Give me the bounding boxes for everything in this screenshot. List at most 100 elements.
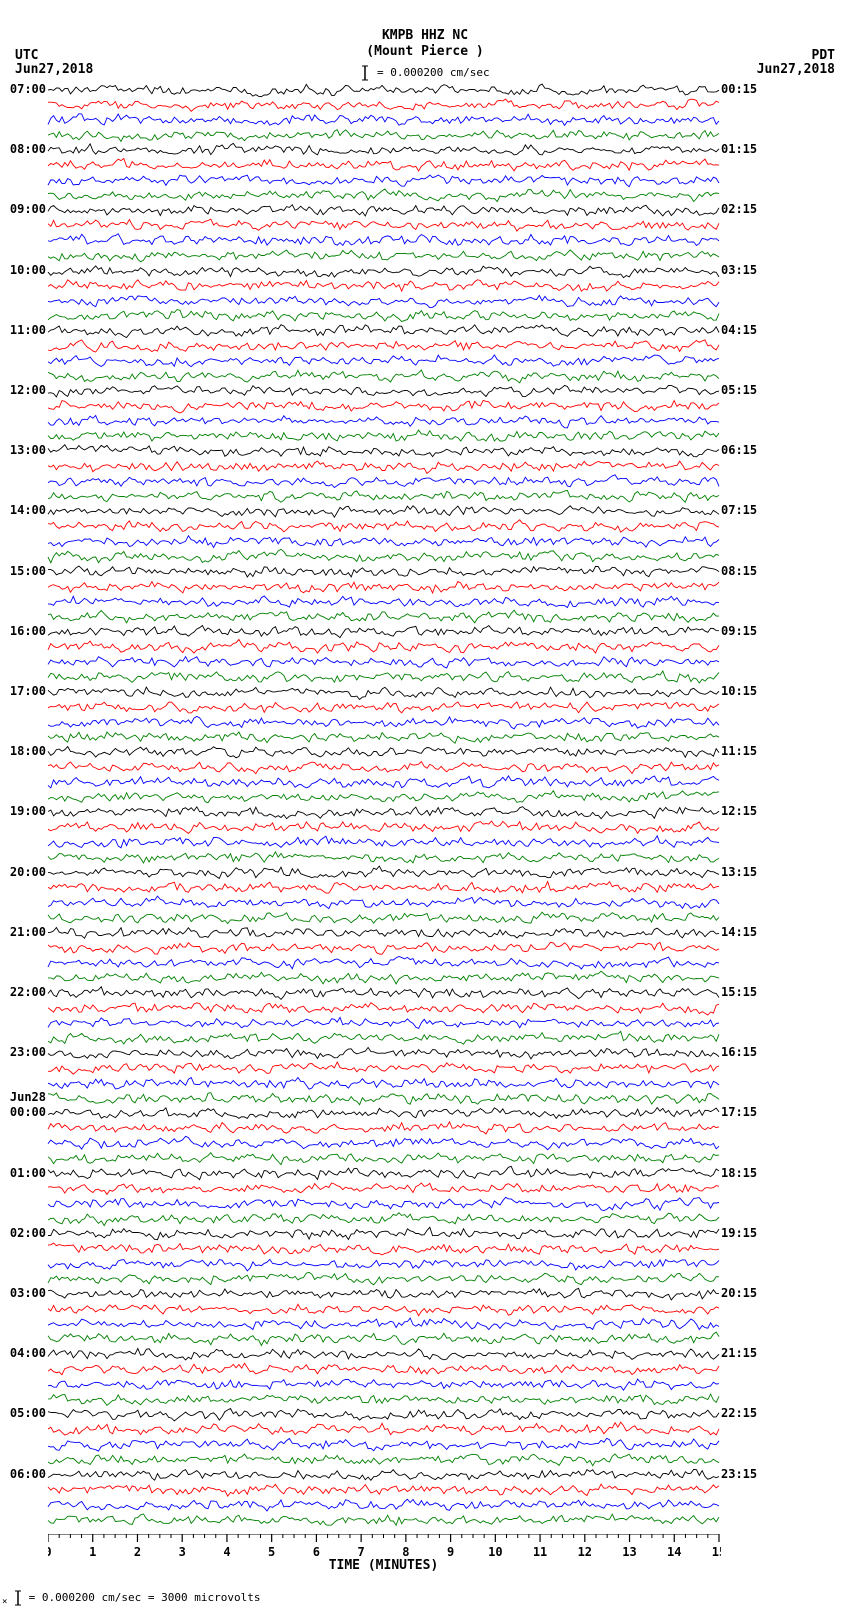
seismic-trace [48,836,719,848]
seismic-trace [48,219,719,231]
seismic-trace [48,928,719,939]
seismic-trace [48,1017,719,1028]
seismic-trace [48,821,719,833]
scale-text: = 0.000200 cm/sec [377,66,490,79]
seismic-trace [48,310,719,322]
seismic-trace [48,520,719,532]
pdt-time-label: 13:15 [721,865,757,879]
seismic-trace [48,1272,719,1284]
seismic-trace [48,957,719,970]
pdt-time-label: 18:15 [721,1166,757,1180]
seismic-trace [48,1288,719,1300]
svg-text:2: 2 [134,1545,141,1559]
pdt-time-label: 06:15 [721,443,757,457]
pdt-time-label: 15:15 [721,985,757,999]
svg-text:15: 15 [712,1545,721,1559]
seismic-trace [48,702,719,713]
pdt-time-label: 10:15 [721,684,757,698]
seismic-trace [48,250,719,262]
utc-time-label: 12:00 [2,383,46,397]
seismic-trace [48,912,719,923]
utc-time-label: 11:00 [2,323,46,337]
svg-text:10: 10 [488,1545,502,1559]
station-code: KMPB HHZ NC [0,28,850,43]
seismic-trace [48,1166,719,1179]
seismic-trace [48,1062,719,1074]
seismic-trace [48,189,719,202]
seismic-trace [48,1243,719,1255]
seismic-trace [48,114,719,126]
scale-indicator: = 0.000200 cm/sec [0,64,850,82]
svg-text:4: 4 [223,1545,230,1559]
utc-time-label: 09:00 [2,202,46,216]
utc-date-marker: Jun28 [2,1090,46,1104]
footer-scale: × = 0.000200 cm/sec = 3000 microvolts [2,1590,260,1607]
pdt-time-label: 05:15 [721,383,757,397]
pdt-time-label: 09:15 [721,624,757,638]
seismic-trace [48,400,719,413]
seismic-trace [48,280,719,292]
seismic-trace [48,942,719,954]
seismic-trace [48,1003,719,1015]
svg-text:11: 11 [533,1545,547,1559]
utc-time-label: 14:00 [2,503,46,517]
pdt-time-label: 03:15 [721,263,757,277]
seismic-trace [48,732,719,743]
seismic-trace [48,791,719,803]
seismic-trace [48,1349,719,1361]
timezone-left: UTC [15,48,38,63]
seismic-trace [48,325,719,338]
seismic-trace [48,1379,719,1390]
seismic-trace [48,1409,719,1421]
seismic-trace [48,776,719,788]
seismic-trace [48,205,719,216]
seismic-trace [48,536,719,548]
pdt-time-label: 07:15 [721,503,757,517]
svg-text:7: 7 [358,1545,365,1559]
seismic-trace [48,143,719,155]
utc-time-label: 06:00 [2,1467,46,1481]
x-axis-label: TIME (MINUTES) [48,1558,719,1573]
seismic-trace [48,747,719,758]
utc-time-label: 04:00 [2,1346,46,1360]
seismic-trace [48,416,719,428]
seismic-trace [48,1031,719,1044]
seismic-trace [48,549,719,562]
pdt-time-label: 23:15 [721,1467,757,1481]
utc-time-label: 19:00 [2,804,46,818]
pdt-time-label: 19:15 [721,1226,757,1240]
pdt-time-label: 20:15 [721,1286,757,1300]
seismic-trace [48,1469,719,1480]
pdt-time-label: 16:15 [721,1045,757,1059]
svg-text:3: 3 [179,1545,186,1559]
seismic-trace [48,971,719,984]
utc-time-label: 21:00 [2,925,46,939]
seismic-trace [48,490,719,502]
seismic-trace [48,1318,719,1330]
utc-time-label: 16:00 [2,624,46,638]
helicorder-plot [48,85,719,1530]
seismic-trace [48,1108,719,1119]
pdt-time-label: 12:15 [721,804,757,818]
station-location: (Mount Pierce ) [0,44,850,59]
utc-time-label: 10:00 [2,263,46,277]
pdt-time-label: 22:15 [721,1406,757,1420]
seismic-trace [48,987,719,1000]
svg-text:0: 0 [48,1545,52,1559]
seismic-trace [48,1454,719,1466]
seismic-trace [48,1136,719,1149]
seismic-trace [48,1227,719,1239]
seismic-trace [48,882,719,894]
seismic-trace [48,1332,719,1345]
pdt-time-label: 00:15 [721,82,757,96]
seismic-trace [48,506,719,517]
seismic-trace [48,475,719,488]
utc-time-label: 22:00 [2,985,46,999]
pdt-time-label: 17:15 [721,1105,757,1119]
pdt-time-label: 14:15 [721,925,757,939]
svg-text:13: 13 [622,1545,636,1559]
seismic-trace [48,1078,719,1090]
svg-text:12: 12 [578,1545,592,1559]
seismic-trace [48,445,719,457]
seismic-trace [48,461,719,473]
